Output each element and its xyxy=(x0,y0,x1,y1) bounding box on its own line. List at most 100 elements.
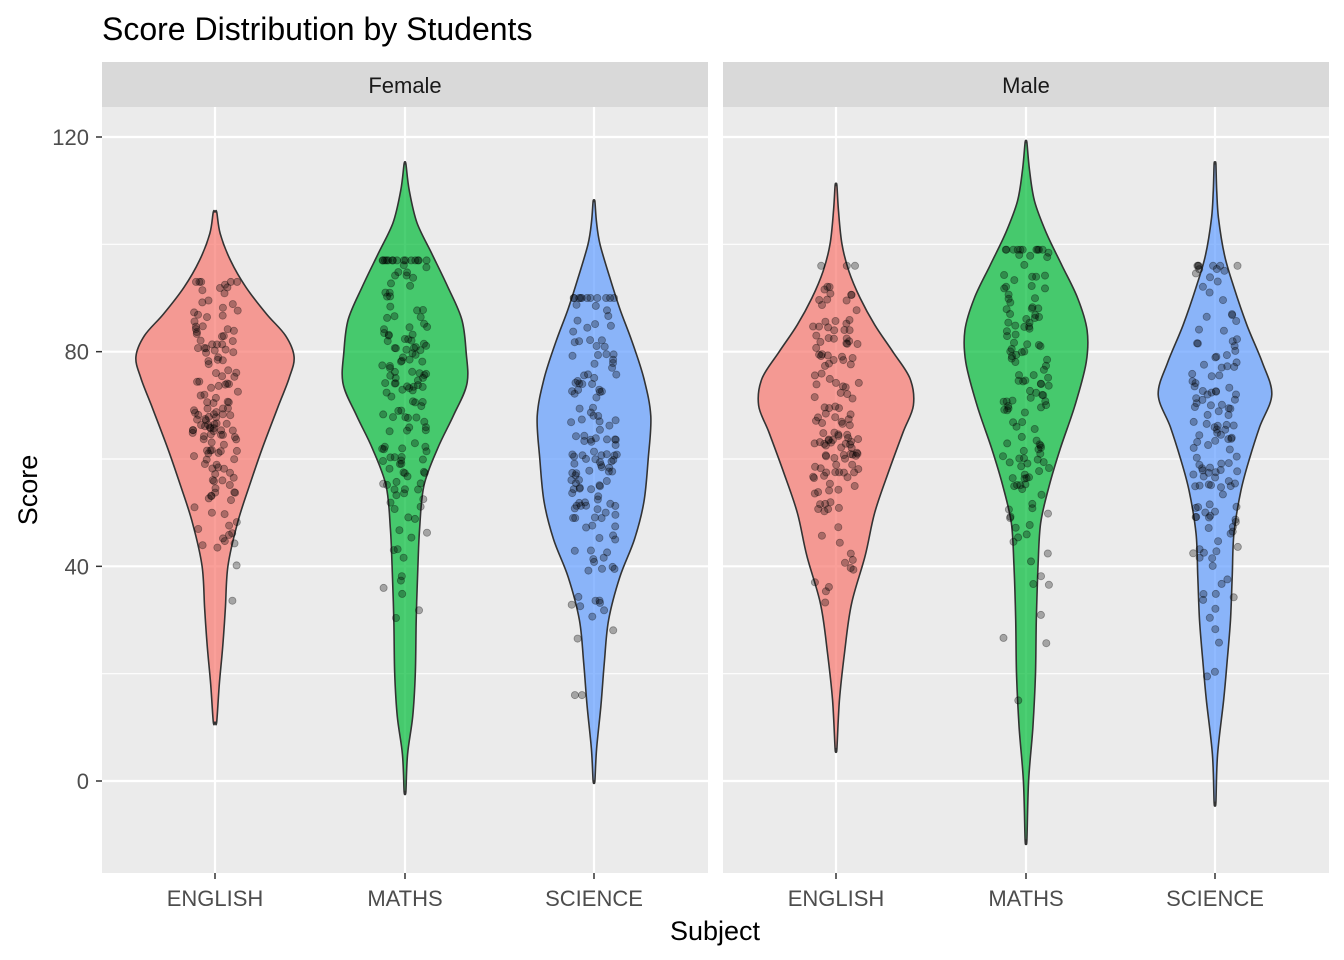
data-point xyxy=(224,366,233,375)
data-point xyxy=(390,312,399,321)
data-point xyxy=(397,406,406,415)
data-point xyxy=(1227,434,1236,443)
data-point xyxy=(398,589,407,598)
data-point xyxy=(421,423,430,432)
data-point xyxy=(1205,513,1214,522)
data-point xyxy=(841,383,850,392)
points-male-science xyxy=(1188,261,1242,681)
data-point xyxy=(1192,513,1201,522)
data-point xyxy=(390,453,399,462)
data-point xyxy=(218,476,227,485)
data-point xyxy=(395,526,404,535)
data-point xyxy=(1012,350,1021,359)
data-point xyxy=(398,353,407,362)
data-point xyxy=(1231,515,1240,524)
data-point xyxy=(1010,338,1019,347)
data-point xyxy=(844,433,853,442)
data-point xyxy=(1228,337,1237,346)
data-point xyxy=(848,353,857,362)
data-point xyxy=(817,369,826,378)
data-point xyxy=(824,583,833,592)
data-point xyxy=(233,277,242,286)
data-point xyxy=(232,446,241,455)
data-point xyxy=(1007,344,1016,353)
data-point xyxy=(589,555,598,564)
data-point xyxy=(419,339,428,348)
data-point xyxy=(595,417,604,426)
data-point xyxy=(1204,440,1213,449)
data-point xyxy=(607,457,616,466)
data-point xyxy=(402,271,411,280)
data-point xyxy=(584,566,593,575)
data-point xyxy=(210,420,219,429)
data-point xyxy=(575,379,584,388)
data-point xyxy=(1034,304,1043,313)
data-point xyxy=(1211,507,1220,516)
data-point xyxy=(1003,439,1012,448)
data-point xyxy=(407,533,416,542)
data-point xyxy=(1226,529,1235,538)
data-point xyxy=(1231,479,1240,488)
data-point xyxy=(1191,513,1200,522)
data-point xyxy=(848,394,857,403)
data-point xyxy=(820,471,829,480)
data-point xyxy=(1018,485,1027,494)
data-point xyxy=(1206,273,1215,282)
data-point xyxy=(201,414,210,423)
data-point xyxy=(1006,514,1015,523)
data-point xyxy=(1205,288,1214,297)
data-point xyxy=(597,336,606,345)
data-point xyxy=(1195,460,1204,469)
data-point xyxy=(231,488,240,497)
data-point xyxy=(810,489,819,498)
data-point xyxy=(385,361,394,370)
data-point xyxy=(188,426,197,435)
data-point xyxy=(1011,523,1020,532)
data-point xyxy=(399,553,408,562)
data-point xyxy=(1044,381,1053,390)
data-point xyxy=(418,373,427,382)
data-point xyxy=(385,427,394,436)
data-point xyxy=(204,360,213,369)
data-point xyxy=(379,445,388,454)
data-point xyxy=(1012,422,1021,431)
data-point xyxy=(1031,310,1040,319)
data-point xyxy=(232,561,241,570)
data-point xyxy=(1022,314,1031,323)
data-point xyxy=(1039,458,1048,467)
data-point xyxy=(1211,589,1220,598)
data-point xyxy=(202,455,211,464)
points-male-english xyxy=(809,261,863,607)
data-point xyxy=(221,380,230,389)
x-axis-title: Subject xyxy=(670,916,761,946)
data-point xyxy=(1206,511,1215,520)
data-point xyxy=(1231,518,1240,527)
data-point xyxy=(195,377,204,386)
data-point xyxy=(403,268,412,277)
data-point xyxy=(1228,522,1237,531)
data-point xyxy=(1220,266,1229,275)
data-point xyxy=(209,410,218,419)
data-point xyxy=(196,336,205,345)
data-point xyxy=(1030,424,1039,433)
data-point xyxy=(198,298,207,307)
data-point xyxy=(1224,477,1233,486)
data-point xyxy=(1217,579,1226,588)
data-point xyxy=(1020,474,1029,483)
data-point xyxy=(1000,270,1009,279)
data-point xyxy=(845,421,854,430)
data-point xyxy=(570,452,579,461)
data-point xyxy=(597,463,606,472)
data-point xyxy=(1041,271,1050,280)
data-point xyxy=(1201,508,1210,517)
data-point xyxy=(602,350,611,359)
data-point xyxy=(202,344,211,353)
data-point xyxy=(399,261,408,270)
data-point xyxy=(1006,347,1015,356)
data-point xyxy=(1016,245,1025,254)
data-point xyxy=(207,492,216,501)
data-point xyxy=(568,351,577,360)
data-point xyxy=(818,418,827,427)
data-point xyxy=(218,340,227,349)
data-point xyxy=(383,337,392,346)
